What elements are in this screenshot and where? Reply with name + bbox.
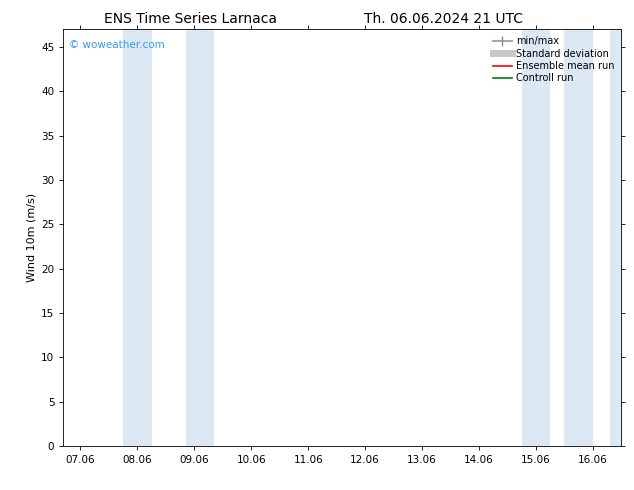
- Bar: [564, 29, 593, 446]
- Legend: min/max, Standard deviation, Ensemble mean run, Controll run: min/max, Standard deviation, Ensemble me…: [491, 34, 616, 85]
- Text: ENS Time Series Larnaca: ENS Time Series Larnaca: [104, 12, 276, 26]
- Text: © woweather.com: © woweather.com: [69, 40, 165, 50]
- Y-axis label: Wind 10m (m/s): Wind 10m (m/s): [27, 193, 37, 282]
- Text: Th. 06.06.2024 21 UTC: Th. 06.06.2024 21 UTC: [365, 12, 523, 26]
- Bar: [610, 29, 627, 446]
- Bar: [123, 29, 152, 446]
- Bar: [186, 29, 214, 446]
- Bar: [522, 29, 550, 446]
